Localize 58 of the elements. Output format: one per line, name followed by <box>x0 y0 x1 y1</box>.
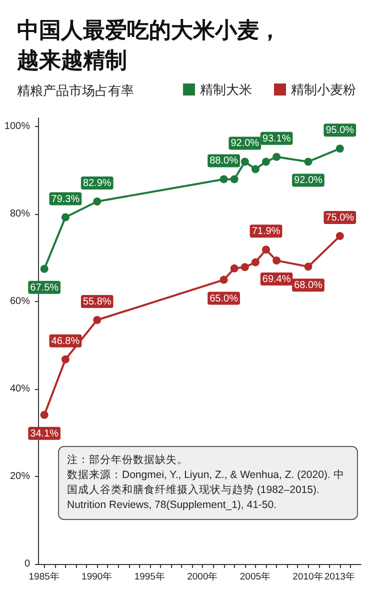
point <box>336 144 344 153</box>
y-tick-label: 100% <box>4 121 30 132</box>
x-tick-label: 2005年 <box>240 570 272 582</box>
data-label: 93.1% <box>262 133 291 144</box>
point <box>262 246 270 254</box>
x-tick-label: 1995年 <box>134 570 166 582</box>
point <box>230 264 238 272</box>
note-panel: 注：部分年份数据缺失。 数据来源：Dongmei, Y., Liyun, Z., & Wenhua, Z. (2020). 中国成人谷类和膳食纤维摄入现状与趋势 (1982–2015). Nutrition Reviews, 78(Supplement_1), 41-50. <box>58 446 358 520</box>
data-label: 69.4% <box>262 274 291 286</box>
point <box>251 258 260 266</box>
point <box>251 165 260 174</box>
point <box>240 158 249 166</box>
point <box>61 213 70 222</box>
data-label: 82.9% <box>82 178 112 190</box>
data-label: 75.0% <box>326 212 354 224</box>
point <box>230 175 238 184</box>
data-label: 79.3% <box>51 194 80 205</box>
point <box>336 232 344 240</box>
data-label: 34.1% <box>30 428 59 440</box>
point <box>240 263 249 272</box>
point <box>40 264 48 273</box>
point <box>262 158 270 166</box>
x-tick-label: 2000年 <box>187 570 218 582</box>
x-tick-label: 1985年 <box>28 570 60 582</box>
point <box>61 355 70 364</box>
point <box>272 256 281 265</box>
x-tick-label: 2010年 <box>292 570 324 582</box>
y-tick-label: 40% <box>10 384 30 395</box>
data-label: 92.0% <box>230 138 260 150</box>
y-tick-label: 0 <box>24 558 30 570</box>
point <box>93 316 102 324</box>
annotation: 注：部分年份数据缺失。 <box>67 453 189 468</box>
data-label: 67.5% <box>30 282 59 294</box>
data-label: 88.0% <box>210 156 238 167</box>
chart-subtitle: 精粮产品市场占有率 <box>17 83 134 98</box>
data-label: 92.0% <box>294 175 323 186</box>
chart-title: 中国人最爱吃的大米小麦，越来越精制 <box>16 18 281 72</box>
point <box>93 198 102 206</box>
point <box>40 410 48 419</box>
point <box>304 262 312 271</box>
y-tick-label: 20% <box>10 471 30 482</box>
x-tick-label: 1990年 <box>82 570 113 582</box>
x-tick-label: 2013年 <box>324 570 356 582</box>
point <box>304 158 312 166</box>
legend-label: 精制小麦粉 <box>291 82 356 97</box>
point <box>220 175 228 184</box>
point <box>220 276 228 284</box>
data-label: 46.8% <box>51 336 80 347</box>
annotation: 数据来源：Dongmei, Y., Liyun, Z., & Wenhua, Z. (2020). 中国成人谷类和膳食纤维摄入现状与趋势 (1982–2015). Nutrition Reviews, 78(Supplement_1), 41-50. <box>67 468 346 513</box>
data-label: 68.0% <box>294 280 323 292</box>
legend-label: 精制大米 <box>200 82 252 97</box>
data-label: 65.0% <box>210 293 238 304</box>
y-tick-label: 60% <box>10 296 30 308</box>
point <box>272 152 281 161</box>
data-label: 71.9% <box>252 226 280 238</box>
data-label: 95.0% <box>326 125 354 136</box>
data-label: 55.8% <box>82 296 112 308</box>
y-tick-label: 80% <box>10 208 30 220</box>
